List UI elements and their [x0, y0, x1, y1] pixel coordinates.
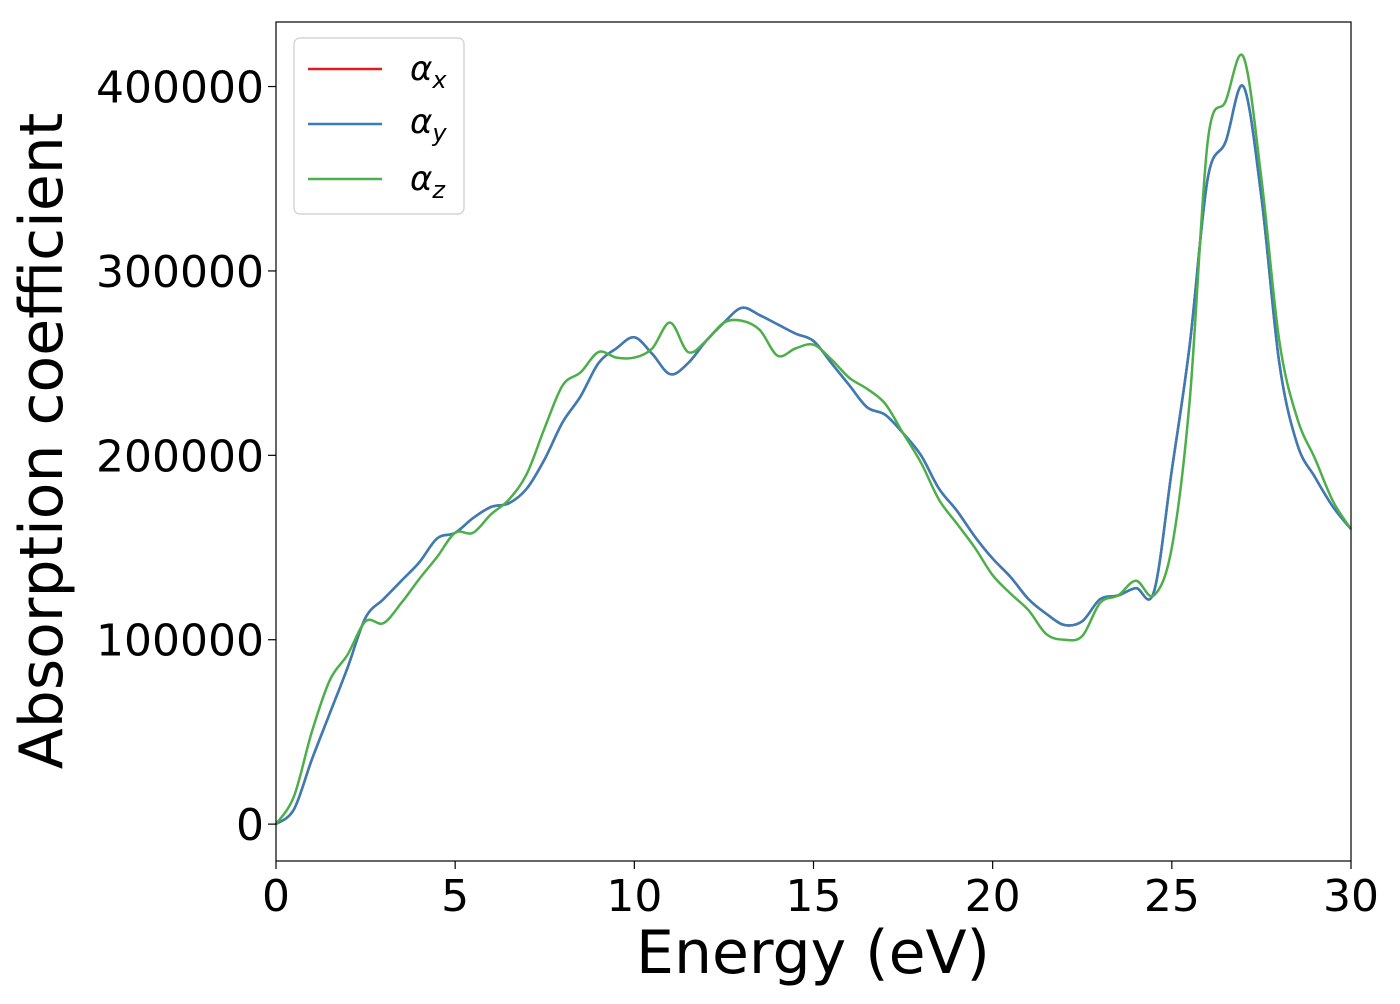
legend-label-alpha-z: αz: [410, 159, 446, 204]
y-axis-ticks: 0 100000 200000 300000 400000: [96, 63, 276, 851]
series-line-alpha-y: [275, 84, 1352, 826]
y-tick-label: 300000: [96, 247, 264, 298]
x-tick-label: 30: [1323, 871, 1379, 922]
y-tick-label: 400000: [96, 63, 264, 114]
x-tick-label: 20: [965, 871, 1021, 922]
legend-label-alpha-y: αy: [410, 102, 447, 147]
x-tick-label: 5: [441, 871, 469, 922]
x-axis-title: Energy (eV): [636, 918, 990, 988]
series-line-alpha-z: [274, 53, 1353, 825]
x-tick-label: 15: [786, 871, 842, 922]
legend: αx αy αz: [293, 37, 465, 215]
y-tick-label: 100000: [96, 616, 264, 667]
y-axis-title: Absorption coefficient: [7, 113, 77, 770]
legend-box: [293, 37, 465, 215]
y-tick-label: 0: [236, 800, 264, 851]
y-tick-label: 200000: [96, 431, 264, 482]
x-axis-ticks: 0 5 10 15 20 25 30: [262, 861, 1379, 922]
legend-label-alpha-x: αx: [410, 49, 447, 94]
x-tick-label: 10: [606, 871, 662, 922]
x-tick-label: 0: [262, 871, 290, 922]
series-layer: [274, 53, 1353, 826]
x-tick-label: 25: [1144, 871, 1200, 922]
